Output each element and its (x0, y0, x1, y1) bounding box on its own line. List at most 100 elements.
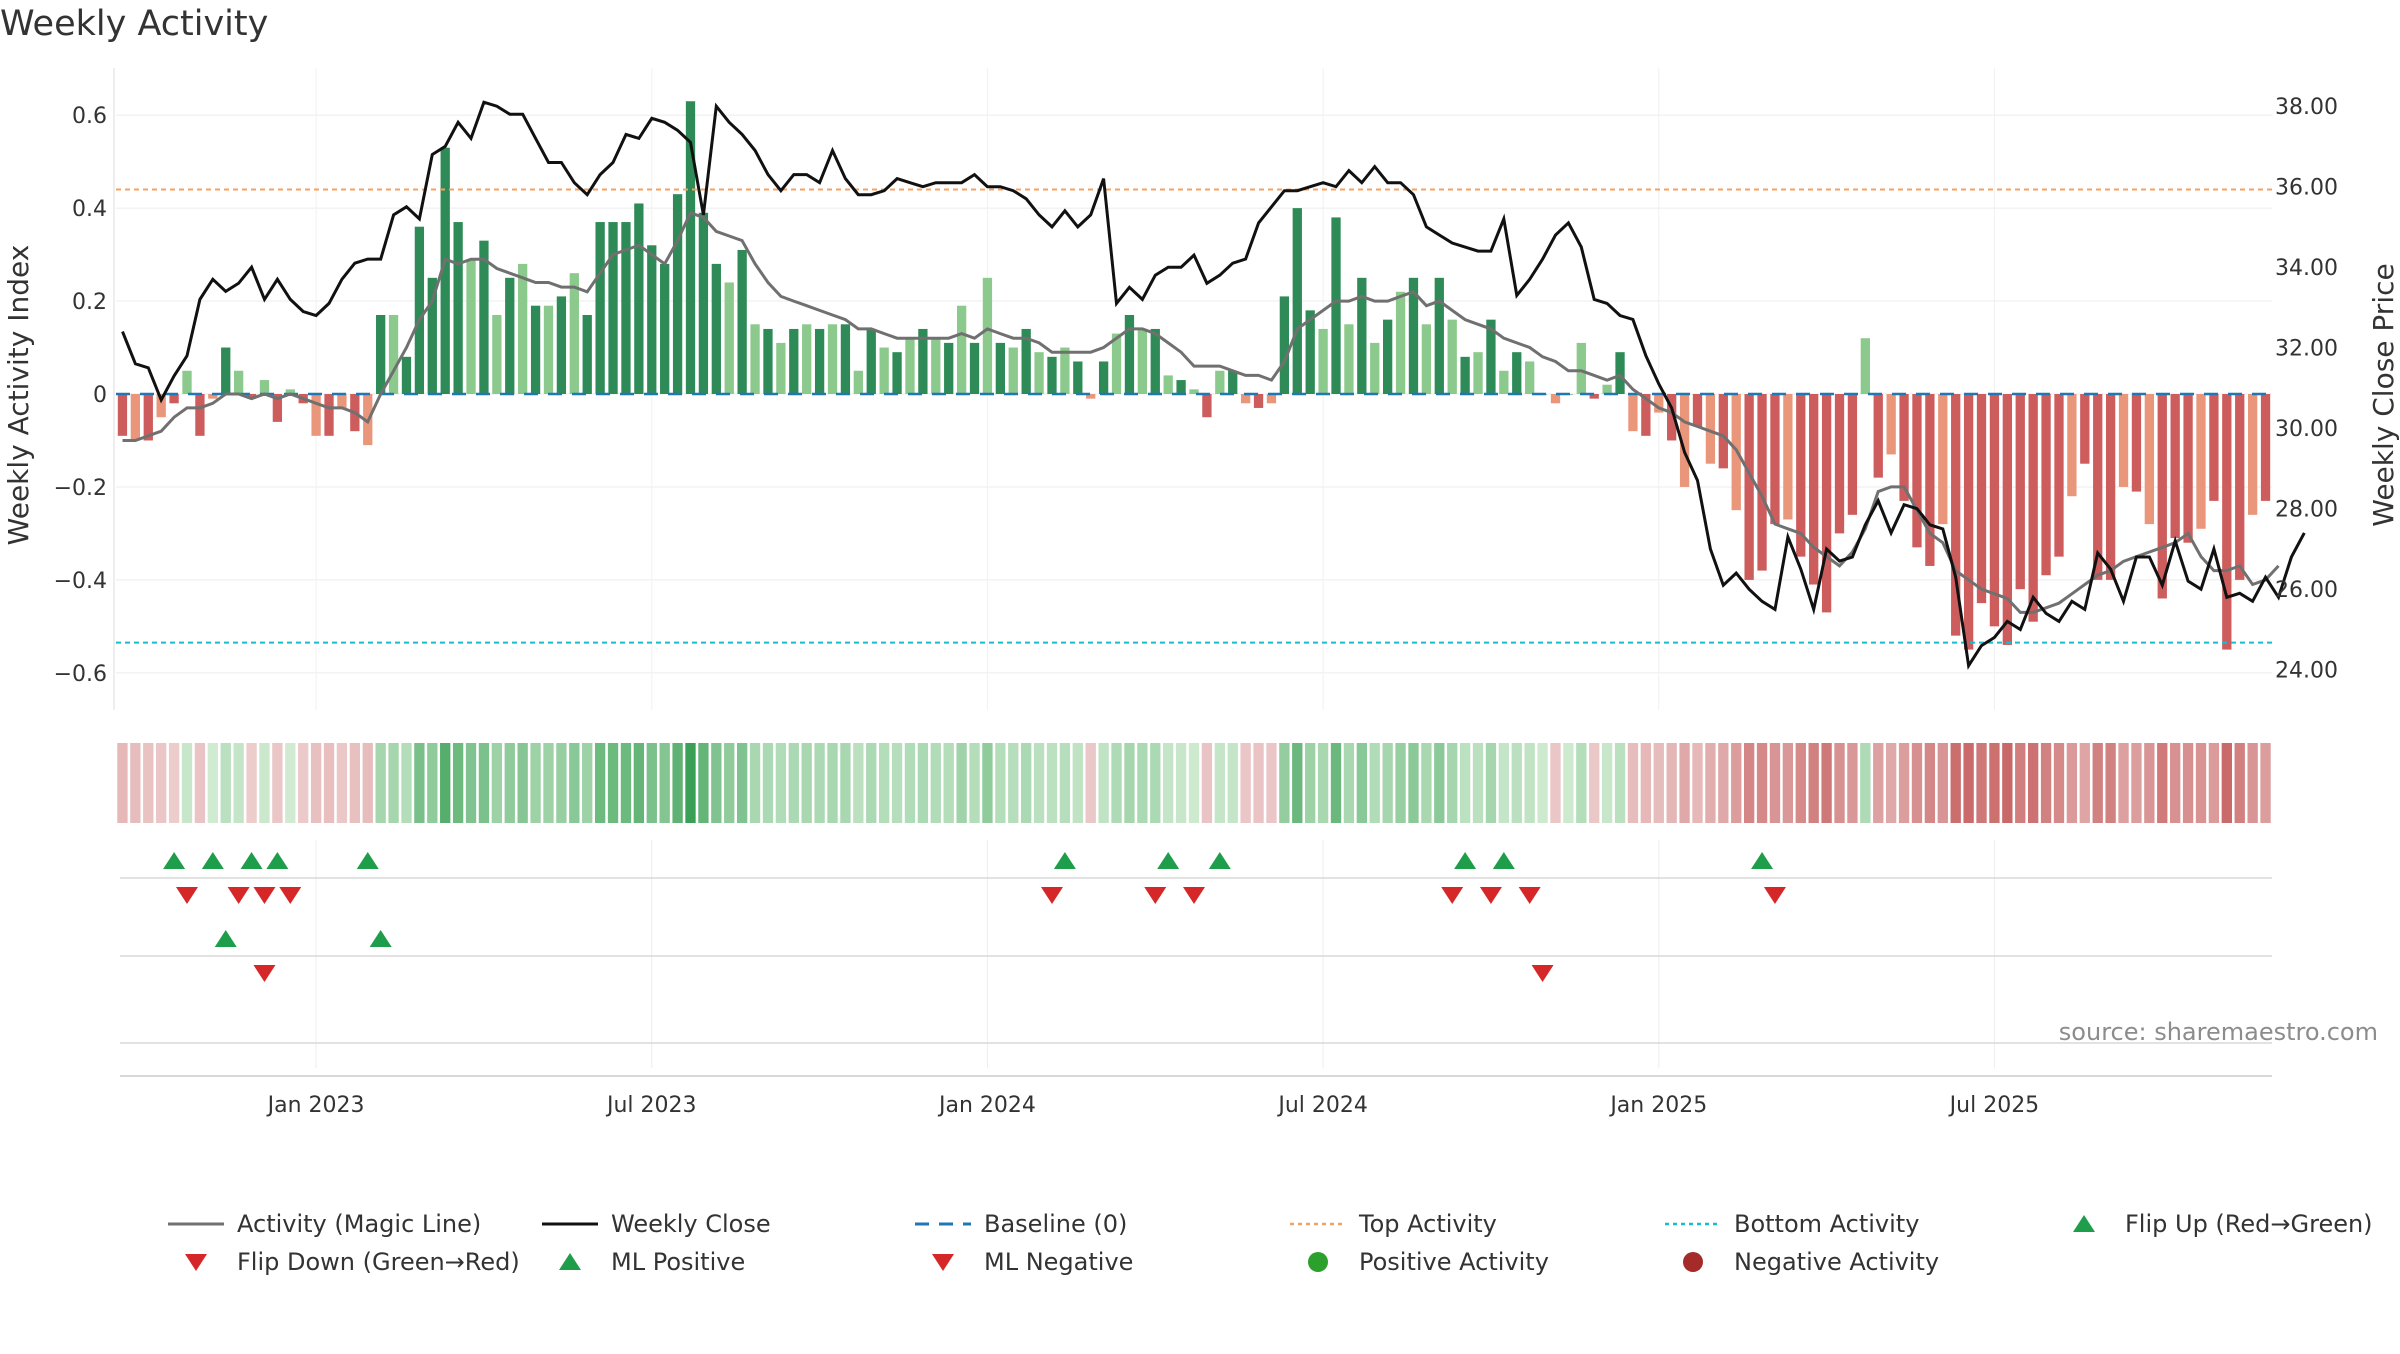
activity-bar (1447, 319, 1457, 394)
heat-strip-cell (956, 743, 967, 823)
activity-bar (1550, 394, 1561, 404)
heat-strip-cell (1356, 743, 1367, 823)
activity-bar (246, 394, 257, 399)
heat-strip-cell (1692, 743, 1703, 823)
legend-label: ML Positive (611, 1248, 745, 1276)
heat-strip-cell (181, 743, 193, 823)
heat-strip-cell (349, 743, 361, 823)
signal-down-marker (1763, 887, 1786, 904)
activity-bar (1796, 394, 1806, 557)
activity-bar (311, 394, 321, 436)
heat-strip-cell (724, 743, 735, 823)
activity-bar (1899, 394, 1909, 501)
activity-bar (931, 338, 941, 394)
activity-bar (879, 347, 889, 394)
signal-up-marker (1751, 852, 1774, 869)
heat-strip-cell (711, 743, 722, 823)
heat-strip-cell (2157, 743, 2168, 823)
heat-strip-cell (1627, 743, 1639, 823)
y-tick-label: −0.6 (54, 662, 107, 687)
y-tick-label: 0.6 (72, 104, 107, 129)
y-tick-label: 0.2 (72, 290, 107, 315)
activity-bar (1331, 217, 1341, 394)
heat-strip-cell (1743, 743, 1755, 823)
heat-strip-cell (2208, 743, 2220, 823)
activity-bar (1576, 342, 1586, 394)
signal-down-marker (253, 965, 276, 982)
legend-label: Flip Up (Red→Green) (2125, 1210, 2373, 1238)
activity-bar (595, 222, 605, 394)
activity-bar (1615, 352, 1625, 394)
activity-bar (1718, 394, 1728, 469)
activity-bar (2196, 394, 2206, 529)
heat-strip-cell (556, 743, 567, 823)
heat-strip-cell (2144, 743, 2155, 823)
activity-bar (789, 328, 799, 394)
heat-strip-cell (272, 743, 283, 823)
activity-bar (1073, 361, 1083, 394)
activity-bar (1163, 375, 1173, 394)
signal-down-marker (279, 887, 302, 904)
activity-bar (1692, 394, 1703, 427)
heat-strip-cell (1911, 743, 1923, 823)
activity-bar (2002, 394, 2012, 645)
activity-bar (1860, 338, 1870, 394)
activity-bar (1434, 277, 1444, 394)
activity-bar (1912, 394, 1922, 548)
x-tick-label: Jul 2025 (1948, 1093, 2040, 1118)
legend-label: Activity (Magic Line) (237, 1210, 481, 1238)
activity-bar (1654, 394, 1664, 413)
y2-tick-label: 26.00 (2275, 578, 2338, 603)
heat-strip-cell (1601, 743, 1613, 823)
activity-bar (647, 245, 657, 394)
heat-strip-cell (323, 743, 335, 823)
signal-down-marker (1441, 887, 1464, 904)
heat-strip-cell (1408, 743, 1419, 823)
heat-strip-cell (156, 743, 167, 823)
legend-item: Bottom Activity (1665, 1210, 1919, 1238)
heat-strip-cell (246, 743, 257, 823)
legend-item: Flip Down (Green→Red) (185, 1248, 520, 1276)
heat-strip-cell (1253, 743, 1264, 823)
y-tick-label: −0.4 (54, 569, 107, 594)
heat-strip-cell (1756, 743, 1768, 823)
heat-strip-cell (1937, 743, 1948, 823)
y2-tick-label: 36.00 (2275, 176, 2338, 201)
activity-bar (1925, 394, 1935, 566)
heat-strip-cell (801, 743, 812, 823)
activity-bar (1176, 380, 1186, 394)
chart-title: Weekly Activity (0, 4, 269, 44)
heat-strip-cell (220, 743, 231, 823)
activity-bar (2041, 394, 2051, 576)
lines-layer (116, 100, 2306, 670)
legend-item: Activity (Magic Line) (168, 1210, 481, 1238)
heat-strip-cell (1718, 743, 1729, 823)
activity-bar (169, 394, 179, 404)
heat-strip-cell (1705, 743, 1716, 823)
signal-down-marker (253, 887, 276, 904)
legend-label: Top Activity (1358, 1210, 1497, 1238)
legend-item: Weekly Close (542, 1210, 771, 1238)
heat-strip-cell (2079, 743, 2090, 823)
heat-strip-cell (1292, 743, 1303, 823)
x-tick-label: Jan 2023 (266, 1093, 365, 1118)
activity-bar (195, 394, 205, 436)
activity-bar (1357, 277, 1367, 394)
activity-bar (2157, 394, 2167, 599)
heat-strip-cell (1201, 743, 1213, 823)
heat-strip-cell (2040, 743, 2052, 823)
activity-bar (2015, 394, 2025, 590)
heat-strip-cell (414, 743, 425, 823)
heat-strip-cell (2182, 743, 2194, 823)
activity-bar (1744, 394, 1754, 580)
heat-strip-cell (1679, 743, 1690, 823)
grid-layer (116, 68, 2272, 1068)
activity-bar (2260, 394, 2271, 501)
y2-tick-label: 24.00 (2275, 659, 2338, 684)
heat-strip-cell (2221, 743, 2232, 823)
heat-strip-cell (969, 743, 980, 823)
heat-strip-cell (517, 743, 528, 823)
heat-strip-cell (310, 743, 322, 823)
activity-bar (1963, 394, 1974, 650)
activity-bar (2170, 394, 2180, 539)
